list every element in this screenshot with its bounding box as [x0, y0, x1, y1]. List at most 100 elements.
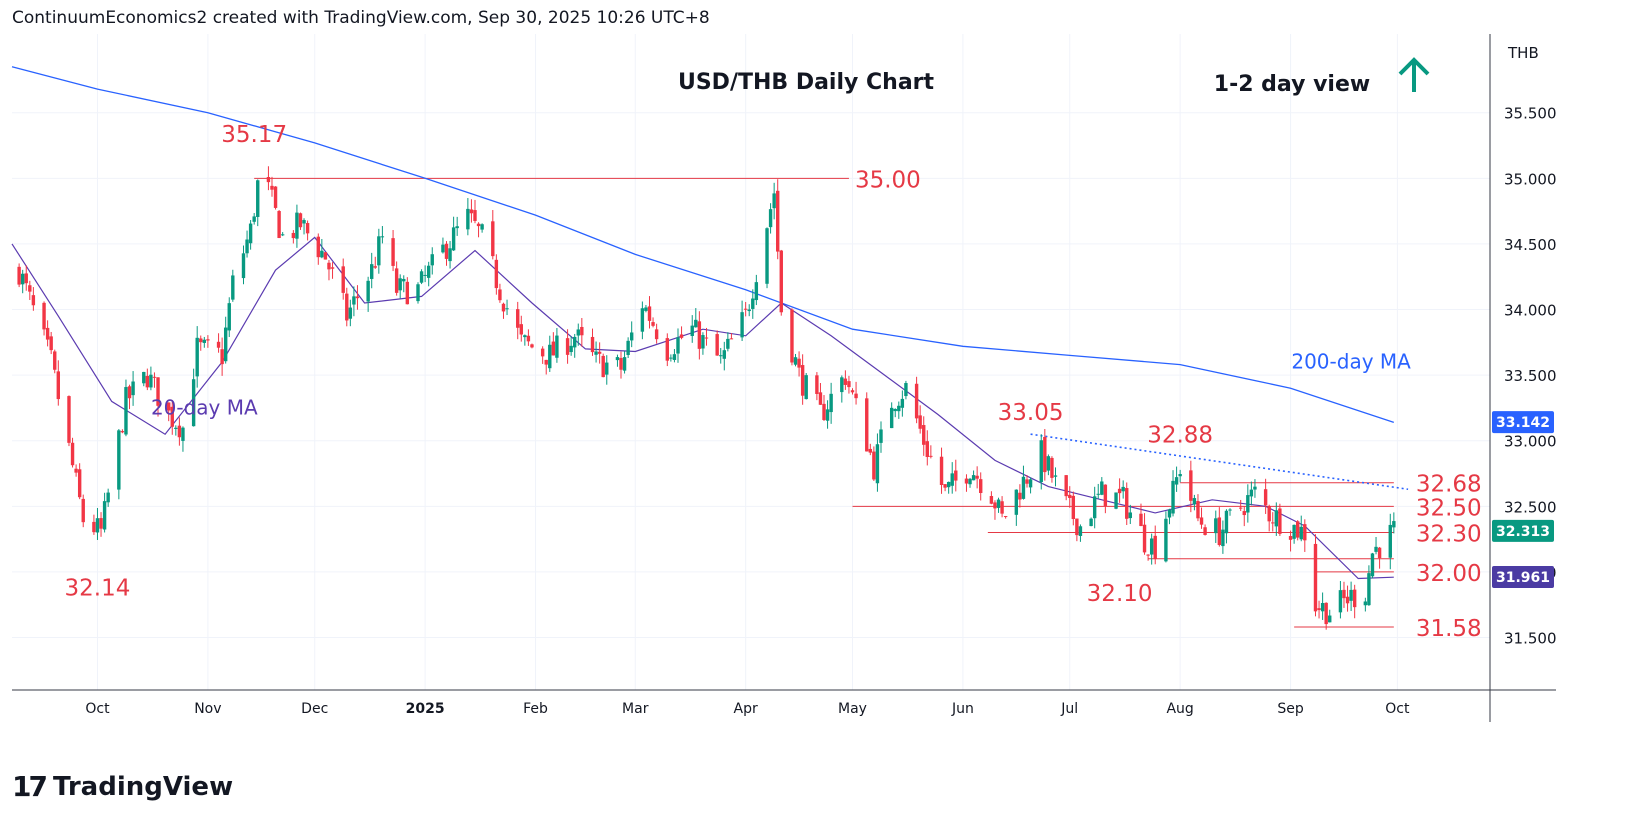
candle-down — [665, 333, 670, 367]
candle-body — [1050, 457, 1054, 478]
tradingview-brand[interactable]: 17 TradingView — [12, 770, 233, 803]
candle-body — [1114, 492, 1118, 509]
candle-up — [348, 299, 353, 327]
candle-body — [1014, 489, 1019, 515]
candle-body — [569, 345, 573, 353]
candle-down — [24, 265, 28, 291]
candle-up — [106, 488, 110, 507]
candle-up — [1328, 609, 1332, 623]
candle-down — [654, 323, 659, 344]
candle-body — [644, 307, 648, 311]
candle-down — [127, 384, 132, 410]
candle-body — [92, 521, 96, 533]
candle-body — [124, 387, 128, 435]
candle-up — [416, 282, 420, 304]
candle-up — [672, 349, 677, 363]
candle-down — [647, 296, 652, 329]
candle-up — [1092, 486, 1097, 529]
candle-up — [1370, 552, 1375, 579]
swing-label: 35.17 — [221, 122, 287, 148]
candle-up — [747, 304, 751, 317]
candle-up — [1128, 504, 1132, 525]
candle-body — [751, 298, 755, 309]
candle-body — [53, 351, 57, 370]
candle-up — [102, 492, 107, 533]
candle-body — [1278, 508, 1282, 534]
candle-up — [1096, 483, 1100, 499]
candle-body — [405, 281, 410, 305]
ma-label: 20-day MA — [151, 395, 258, 419]
grid-lines — [12, 34, 1490, 690]
candle-up — [523, 334, 527, 346]
arrow-head — [1398, 57, 1430, 76]
candle-body — [1238, 507, 1243, 509]
candle-up — [772, 182, 776, 220]
candle-body — [619, 357, 623, 370]
candle-body — [540, 348, 545, 357]
candle-up — [893, 408, 897, 418]
candle-body — [1174, 477, 1179, 485]
candle-down — [45, 320, 50, 347]
candle-down — [77, 463, 82, 500]
candle-body — [31, 295, 36, 306]
candle-body — [690, 325, 694, 336]
candle-down — [619, 351, 623, 379]
candle-down — [1324, 602, 1328, 630]
y-tick-label: 31.500 — [1504, 630, 1557, 648]
candle-up — [1028, 477, 1033, 494]
candle-body — [1288, 536, 1293, 540]
candle-body — [398, 278, 402, 291]
candle-up — [1021, 465, 1026, 500]
candle-body — [580, 326, 584, 336]
candle-up — [1100, 477, 1104, 496]
candle-down — [277, 210, 281, 239]
candle-up — [295, 204, 299, 248]
candle-body — [216, 341, 221, 348]
candle-body — [523, 335, 527, 338]
candle-down — [1352, 584, 1357, 619]
candle-down — [1271, 512, 1275, 532]
candle-down — [1075, 518, 1079, 542]
candle-up — [352, 286, 356, 317]
candle-body — [295, 212, 299, 239]
candle-body — [1263, 489, 1268, 506]
candle-body — [1228, 509, 1232, 511]
candle-body — [391, 238, 395, 266]
x-tick-label: Sep — [1277, 701, 1304, 717]
candle-down — [1025, 475, 1029, 488]
candle-down — [152, 372, 157, 388]
candle-down — [551, 332, 556, 356]
candle-body — [24, 273, 28, 284]
candle-body — [117, 430, 121, 490]
candle-body — [615, 357, 620, 361]
candle-body — [804, 375, 808, 400]
candle-body — [946, 481, 951, 488]
candle-body — [679, 334, 684, 338]
candle-down — [1117, 478, 1122, 503]
candle-body — [70, 442, 75, 466]
candle-body — [348, 307, 353, 319]
candle-up — [804, 373, 808, 400]
candlesticks[interactable] — [17, 166, 1396, 630]
candle-body — [373, 266, 377, 268]
candle-up — [1114, 492, 1118, 510]
candle-body — [95, 518, 100, 533]
candle-body — [1317, 608, 1321, 611]
candle-body — [954, 470, 958, 481]
candle-up — [423, 265, 427, 283]
candle-body — [451, 227, 456, 251]
candle-down — [345, 287, 349, 327]
candle-up — [1249, 481, 1254, 506]
candle-down — [373, 256, 377, 269]
candle-down — [1196, 494, 1200, 522]
candle-body — [594, 351, 598, 355]
brand-name: TradingView — [52, 771, 234, 802]
candle-down — [847, 375, 851, 394]
candle-body — [1221, 529, 1225, 547]
candle-body — [1199, 517, 1204, 525]
candle-body — [754, 282, 759, 301]
candle-body — [455, 226, 459, 229]
candle-body — [145, 375, 150, 388]
